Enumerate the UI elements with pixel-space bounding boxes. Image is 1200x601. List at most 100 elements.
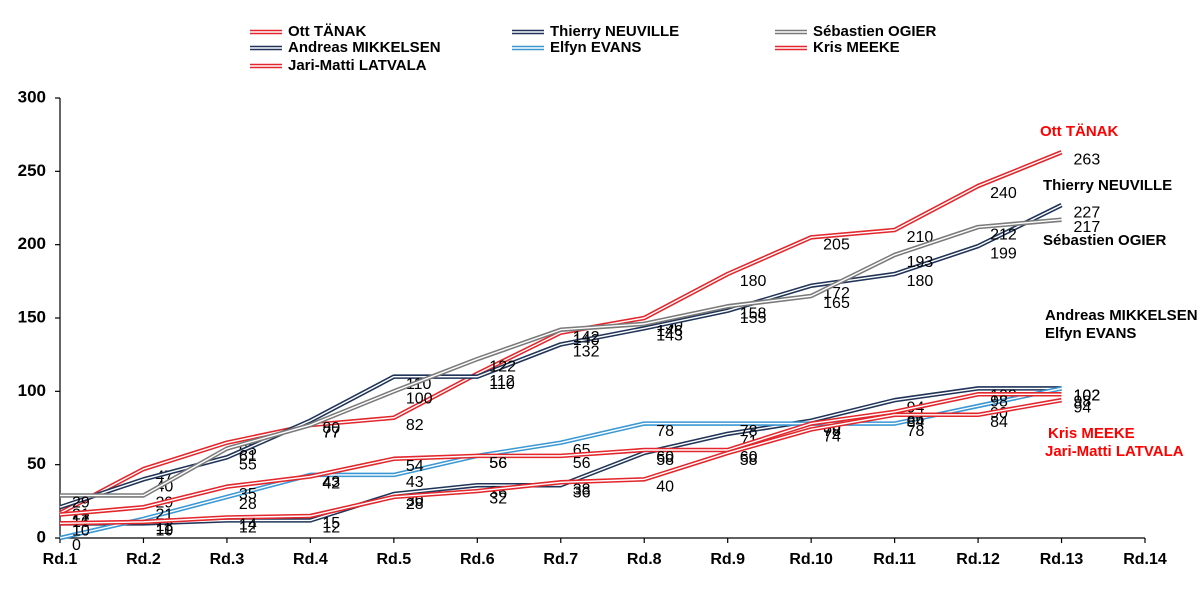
series-line-inner	[59, 393, 1062, 516]
data-label: 263	[1074, 151, 1101, 168]
legend-label: Kris MEEKE	[813, 39, 900, 56]
data-label: 28	[239, 496, 257, 513]
x-tick-label: Rd.13	[1040, 551, 1084, 568]
legend-label: Sébastien OGIER	[813, 23, 937, 40]
data-label: 43	[406, 474, 424, 491]
data-label: 58	[740, 452, 758, 469]
data-label: 0	[72, 537, 81, 554]
y-tick-label: 50	[27, 454, 46, 473]
data-label: 32	[489, 490, 507, 507]
data-label: 15	[322, 515, 340, 532]
x-tick-label: Rd.4	[293, 551, 328, 568]
data-label: 56	[489, 455, 507, 472]
data-label: 158	[740, 305, 767, 322]
data-label: 10	[72, 523, 90, 540]
series-line-inner	[60, 387, 1062, 525]
data-label: 98	[1074, 393, 1092, 410]
data-label: 60	[740, 449, 758, 466]
data-label: 28	[406, 496, 424, 513]
data-label: 84	[907, 414, 925, 431]
legend-label: Elfyn EVANS	[550, 39, 641, 56]
data-label: 102	[1074, 388, 1101, 405]
legend-label: Andreas MIKKELSEN	[288, 39, 441, 56]
data-label: 82	[406, 417, 424, 434]
data-label: 77	[322, 424, 340, 441]
data-label: 77	[322, 424, 340, 441]
data-label: 43	[322, 474, 340, 491]
data-label: 36	[573, 484, 591, 501]
x-tick-label: Rd.9	[710, 551, 745, 568]
x-tick-label: Rd.10	[789, 551, 833, 568]
series-line-inner	[59, 399, 1062, 525]
data-label: 56	[573, 455, 591, 472]
data-label: 54	[406, 458, 424, 475]
data-label: 110	[489, 376, 515, 393]
data-label: 132	[573, 344, 600, 361]
data-label: 98	[990, 393, 1008, 410]
series-end-label: Ott TÄNAK	[1040, 123, 1118, 140]
data-label: 56	[489, 455, 507, 472]
data-label: 227	[1074, 204, 1101, 221]
data-label: 78	[740, 423, 758, 440]
data-label: 78	[656, 423, 674, 440]
data-label: 180	[907, 273, 934, 290]
data-label: 10	[155, 523, 173, 540]
data-label: 12	[322, 520, 340, 537]
data-label: 143	[656, 327, 683, 344]
series-end-label: Andreas MIKKELSEN	[1045, 307, 1198, 324]
data-label: 146	[656, 323, 683, 340]
data-label: 60	[656, 449, 674, 466]
legend-label: Jari-Matti LATVALA	[288, 57, 427, 74]
data-label: 29	[72, 495, 90, 512]
data-label: 38	[573, 481, 591, 498]
y-tick-label: 150	[18, 307, 46, 326]
data-label: 80	[322, 420, 340, 437]
data-label: 12	[239, 520, 257, 537]
data-label: 35	[239, 486, 257, 503]
series-line-inner	[59, 204, 1062, 508]
x-tick-label: Rd.2	[126, 551, 161, 568]
series-end-label: Kris MEEKE	[1048, 425, 1135, 442]
series-end-label: Thierry NEUVILLE	[1043, 177, 1172, 194]
series-end-label: Jari-Matti LATVALA	[1045, 443, 1184, 460]
data-label: 11	[155, 521, 172, 538]
data-label: 61	[239, 448, 257, 465]
data-label: 217	[1074, 219, 1101, 236]
data-label: 14	[239, 517, 257, 534]
x-tick-label: Rd.11	[873, 551, 916, 568]
y-tick-label: 250	[18, 161, 46, 180]
x-tick-label: Rd.1	[43, 551, 78, 568]
data-label: 205	[823, 237, 850, 254]
x-tick-label: Rd.3	[210, 551, 245, 568]
series-line-inner	[59, 151, 1062, 514]
x-tick-label: Rd.12	[956, 551, 1000, 568]
y-tick-label: 0	[37, 527, 46, 546]
data-label: 84	[990, 414, 1008, 431]
data-label: 155	[740, 310, 767, 327]
data-label: 102	[1074, 388, 1101, 405]
data-label: 100	[406, 391, 433, 408]
data-label: 199	[990, 245, 1017, 262]
data-label: 142	[573, 329, 600, 346]
data-label: 212	[990, 226, 1017, 243]
data-label: 42	[322, 476, 340, 493]
y-tick-label: 200	[18, 234, 46, 253]
data-label: 94	[1074, 399, 1092, 416]
data-label: 165	[823, 295, 850, 312]
data-label: 74	[823, 429, 841, 446]
data-label: 240	[990, 185, 1017, 202]
data-label: 112	[489, 373, 515, 390]
data-label: 55	[239, 457, 257, 474]
data-label: 58	[656, 452, 674, 469]
x-tick-label: Rd.8	[627, 551, 662, 568]
data-label: 193	[907, 254, 934, 271]
x-tick-label: Rd.7	[543, 551, 578, 568]
legend-label: Thierry NEUVILLE	[550, 23, 679, 40]
data-label: 78	[907, 423, 925, 440]
series-line-inner	[59, 387, 1062, 539]
series-end-label: Elfyn EVANS	[1045, 325, 1136, 342]
series-line-inner	[60, 219, 1062, 497]
y-tick-label: 300	[18, 87, 46, 106]
legend-label: Ott TÄNAK	[288, 23, 366, 40]
